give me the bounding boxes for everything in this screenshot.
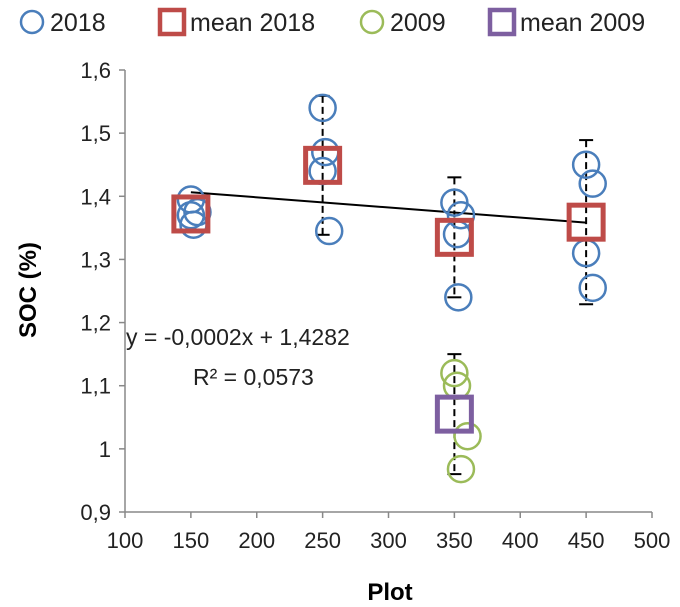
y-tick-label: 1,3 bbox=[80, 247, 111, 272]
point-2018 bbox=[446, 200, 476, 230]
point-2018 bbox=[444, 283, 473, 312]
point-2009 bbox=[446, 454, 476, 484]
legend-marker-mean-2009 bbox=[487, 7, 517, 37]
point-2018 bbox=[442, 219, 472, 249]
y-tick-labels: 0,9 1 1,1 1,2 1,3 1,4 1,5 1,6 bbox=[80, 58, 111, 525]
point-mean-2018 bbox=[171, 194, 211, 234]
data-points bbox=[171, 93, 607, 484]
y-tick-label: 1,2 bbox=[80, 311, 111, 336]
trendline-equation: y = -0,0002x + 1,4282 bbox=[126, 324, 350, 350]
y-tick-label: 0,9 bbox=[80, 500, 111, 525]
y-tick-label: 1,6 bbox=[80, 58, 111, 83]
axes bbox=[119, 69, 653, 518]
x-tick-label: 450 bbox=[568, 528, 605, 553]
x-tick-labels: 100 150 200 250 300 350 400 450 500 bbox=[107, 528, 671, 553]
r-squared-label: R² = 0,0573 bbox=[193, 364, 314, 390]
point-2018 bbox=[571, 150, 601, 179]
x-axis-title: Plot bbox=[367, 579, 412, 606]
legend-label-mean-2009: mean 2009 bbox=[520, 9, 645, 37]
legend-marker-2018 bbox=[19, 9, 45, 35]
y-tick-label: 1,4 bbox=[80, 184, 111, 209]
legend-label-2009: 2009 bbox=[390, 9, 446, 37]
legend-label-2018: 2018 bbox=[50, 9, 106, 37]
point-2018 bbox=[314, 216, 344, 246]
point-mean-2018 bbox=[434, 217, 474, 257]
point-2018 bbox=[308, 93, 337, 123]
trendline-group bbox=[190, 191, 587, 224]
point-2018 bbox=[578, 273, 607, 303]
legend: 2018 mean 2018 2009 mean 2009 bbox=[19, 7, 645, 37]
y-axis-title: SOC (%) bbox=[15, 242, 42, 338]
legend-marker-mean-2018 bbox=[157, 7, 187, 37]
point-2009 bbox=[453, 421, 482, 451]
y-tick-label: 1 bbox=[99, 437, 111, 462]
x-tick-label: 250 bbox=[304, 528, 341, 553]
x-tick-label: 150 bbox=[173, 528, 210, 553]
point-2018 bbox=[578, 169, 607, 198]
point-mean-2018 bbox=[566, 202, 606, 242]
trendline bbox=[190, 191, 587, 224]
legend-marker-2009 bbox=[359, 9, 385, 35]
y-tick-label: 1,1 bbox=[80, 374, 111, 399]
x-tick-label: 350 bbox=[436, 528, 473, 553]
x-tick-label: 500 bbox=[634, 528, 671, 553]
x-tick-label: 200 bbox=[238, 528, 275, 553]
point-mean-2009 bbox=[434, 394, 474, 434]
x-tick-label: 400 bbox=[502, 528, 539, 553]
x-tick-label: 100 bbox=[107, 528, 144, 553]
legend-label-mean-2018: mean 2018 bbox=[190, 9, 315, 37]
y-tick-label: 1,5 bbox=[80, 121, 111, 146]
x-tick-label: 300 bbox=[370, 528, 407, 553]
point-mean-2018 bbox=[303, 145, 343, 185]
point-2009 bbox=[440, 358, 469, 388]
